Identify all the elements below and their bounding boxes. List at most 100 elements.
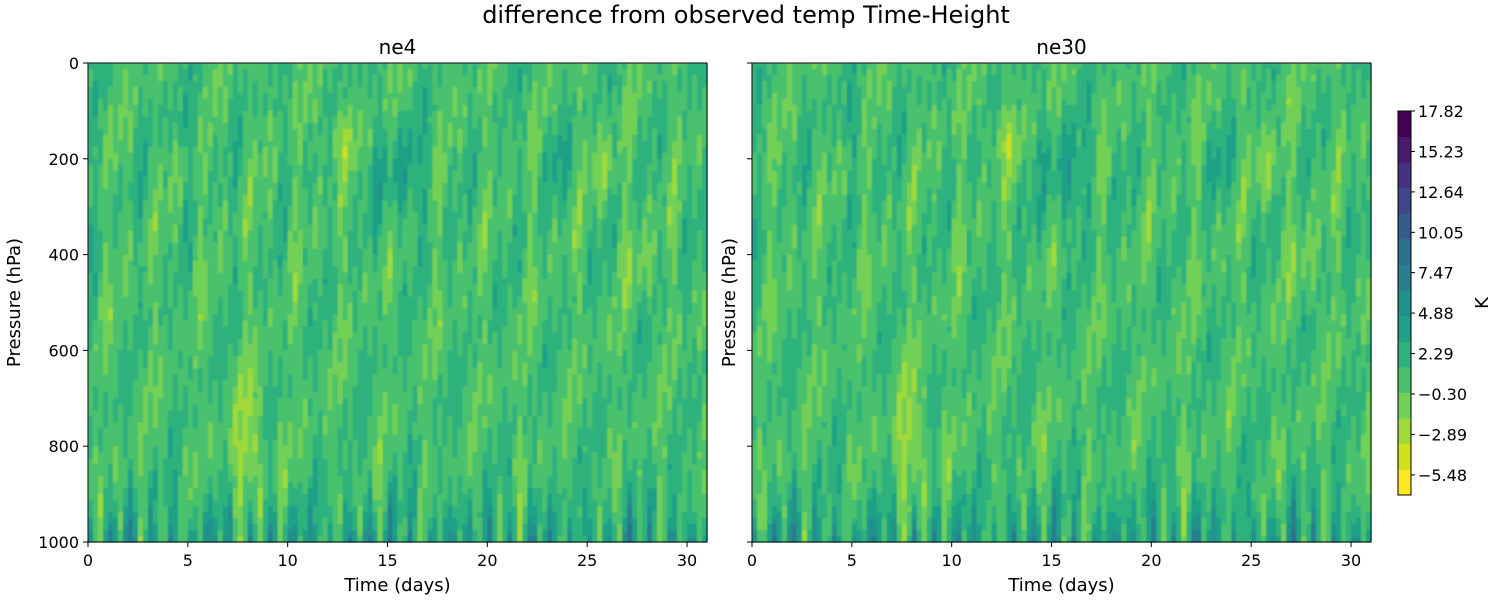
contour-cell xyxy=(168,213,174,220)
contour-cell xyxy=(672,153,678,160)
contour-cell xyxy=(587,225,593,232)
contour-cell xyxy=(333,165,339,172)
contour-cell xyxy=(622,117,628,124)
contour-cell xyxy=(193,279,199,286)
contour-cell xyxy=(318,279,324,286)
contour-cell xyxy=(552,63,558,70)
contour-cell xyxy=(687,93,693,100)
contour-cell xyxy=(512,231,518,238)
contour-cell xyxy=(492,207,498,214)
contour-cell xyxy=(427,225,433,232)
contour-cell xyxy=(303,297,309,304)
contour-cell xyxy=(263,243,269,250)
contour-cell xyxy=(98,105,104,112)
contour-cell xyxy=(422,63,428,70)
contour-cell xyxy=(263,99,269,106)
contour-cell xyxy=(527,141,533,148)
contour-cell xyxy=(153,87,159,94)
contour-cell xyxy=(348,159,354,166)
contour-cell xyxy=(502,255,508,262)
contour-cell xyxy=(532,129,538,136)
contour-cell xyxy=(502,231,508,238)
contour-cell xyxy=(427,231,433,238)
contour-cell xyxy=(487,93,493,100)
contour-cell xyxy=(233,255,239,262)
contour-cell xyxy=(378,171,384,178)
contour-cell xyxy=(542,231,548,238)
contour-cell xyxy=(193,93,199,100)
contour-cell xyxy=(602,255,608,262)
contour-cell xyxy=(173,153,179,160)
contour-cell xyxy=(278,135,284,142)
contour-cell xyxy=(472,165,478,172)
contour-cell xyxy=(118,129,124,136)
contour-cell xyxy=(368,285,374,292)
contour-cell xyxy=(243,87,249,94)
contour-cell xyxy=(388,129,394,136)
contour-cell xyxy=(128,297,134,304)
contour-cell xyxy=(512,225,518,232)
contour-cell xyxy=(393,201,399,208)
contour-cell xyxy=(88,261,94,268)
contour-cell xyxy=(682,267,688,274)
contour-cell xyxy=(607,273,613,280)
contour-cell xyxy=(243,273,249,280)
contour-cell xyxy=(437,159,443,166)
contour-cell xyxy=(402,165,408,172)
contour-cell xyxy=(427,189,433,196)
contour-cell xyxy=(477,255,483,262)
contour-cell xyxy=(682,177,688,184)
contour-cell xyxy=(692,291,698,298)
contour-cell xyxy=(398,129,404,136)
contour-cell xyxy=(138,201,144,208)
contour-cell xyxy=(482,171,488,178)
contour-cell xyxy=(692,189,698,196)
contour-cell xyxy=(398,159,404,166)
contour-cell xyxy=(388,243,394,250)
contour-cell xyxy=(482,231,488,238)
contour-cell xyxy=(572,279,578,286)
contour-cell xyxy=(108,63,114,70)
contour-cell xyxy=(133,195,139,202)
contour-cell xyxy=(253,267,259,274)
contour-cell xyxy=(622,291,628,298)
contour-cell xyxy=(188,129,194,136)
contour-cell xyxy=(467,129,473,136)
contour-cell xyxy=(417,285,423,292)
contour-cell xyxy=(358,279,364,286)
contour-cell xyxy=(592,225,598,232)
contour-cell xyxy=(368,207,374,214)
contour-cell xyxy=(238,165,244,172)
contour-cell xyxy=(143,93,149,100)
contour-cell xyxy=(158,147,164,154)
contour-cell xyxy=(203,237,209,244)
contour-cell xyxy=(572,225,578,232)
contour-cell xyxy=(547,99,553,106)
contour-cell xyxy=(323,273,329,280)
contour-cell xyxy=(617,237,623,244)
contour-cell xyxy=(412,105,418,112)
contour-cell xyxy=(537,195,543,202)
contour-cell xyxy=(213,261,219,268)
contour-cell xyxy=(363,105,369,112)
contour-cell xyxy=(133,279,139,286)
contour-cell xyxy=(398,267,404,274)
contour-cell xyxy=(467,117,473,124)
contour-cell xyxy=(407,99,413,106)
contour-cell xyxy=(687,153,693,160)
contour-cell xyxy=(183,171,189,178)
contour-cell xyxy=(378,255,384,262)
contour-cell xyxy=(502,279,508,286)
contour-cell xyxy=(398,231,404,238)
contour-cell xyxy=(93,159,99,166)
contour-cell xyxy=(373,165,379,172)
contour-cell xyxy=(123,219,129,226)
contour-cell xyxy=(457,267,463,274)
contour-cell xyxy=(168,255,174,262)
contour-cell xyxy=(587,273,593,280)
contour-cell xyxy=(652,117,658,124)
contour-cell xyxy=(477,165,483,172)
contour-cell xyxy=(567,279,573,286)
contour-cell xyxy=(642,207,648,214)
contour-cell xyxy=(492,87,498,94)
